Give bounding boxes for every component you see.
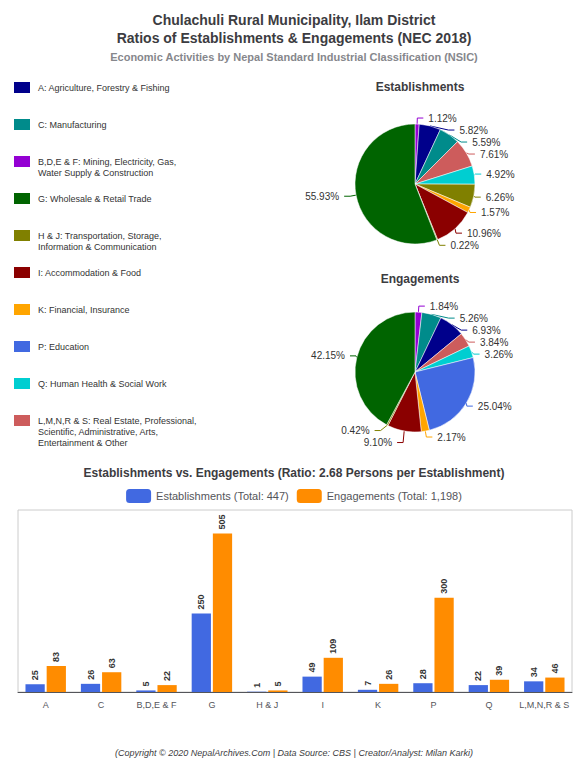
svg-text:28: 28 <box>418 669 428 679</box>
svg-text:10.96%: 10.96% <box>467 228 501 239</box>
svg-text:22: 22 <box>473 671 483 681</box>
svg-text:0.22%: 0.22% <box>450 240 478 251</box>
svg-text:Engagements (Total: 1,198): Engagements (Total: 1,198) <box>327 490 462 502</box>
svg-text:H & J: Transportation, Storage: H & J: Transportation, Storage, <box>38 231 162 241</box>
svg-text:K: K <box>375 700 381 710</box>
svg-text:42.15%: 42.15% <box>311 350 345 361</box>
svg-text:Engagements: Engagements <box>381 272 460 286</box>
svg-text:C: Manufacturing: C: Manufacturing <box>38 120 107 130</box>
svg-text:Water Supply & Construction: Water Supply & Construction <box>38 168 153 178</box>
svg-text:1.57%: 1.57% <box>481 207 509 218</box>
svg-text:26: 26 <box>384 670 394 680</box>
svg-text:5: 5 <box>141 681 151 686</box>
svg-text:55.93%: 55.93% <box>305 191 339 202</box>
svg-text:26: 26 <box>86 670 96 680</box>
svg-text:Entertainment & Other: Entertainment & Other <box>38 438 128 448</box>
svg-text:6.26%: 6.26% <box>486 192 514 203</box>
svg-text:300: 300 <box>439 579 449 594</box>
svg-text:9.10%: 9.10% <box>364 437 392 448</box>
svg-text:P: Education: P: Education <box>38 342 89 352</box>
svg-text:5.26%: 5.26% <box>460 313 488 324</box>
svg-text:6.93%: 6.93% <box>472 325 500 336</box>
svg-text:0.42%: 0.42% <box>341 425 369 436</box>
svg-text:Chulachuli Rural Municipality,: Chulachuli Rural Municipality, Ilam Dist… <box>153 12 436 28</box>
svg-text:5.59%: 5.59% <box>472 137 500 148</box>
svg-text:1.12%: 1.12% <box>428 113 456 124</box>
svg-text:(Copyright © 2020 NepalArchive: (Copyright © 2020 NepalArchives.Com | Da… <box>115 748 473 758</box>
svg-text:83: 83 <box>51 652 61 662</box>
svg-text:5.82%: 5.82% <box>459 125 487 136</box>
svg-text:Q: Human Health & Social Work: Q: Human Health & Social Work <box>38 379 167 389</box>
svg-text:G: Wholesale & Retail Trade: G: Wholesale & Retail Trade <box>38 194 152 204</box>
svg-text:A: Agriculture, Forestry & Fis: A: Agriculture, Forestry & Fishing <box>38 83 170 93</box>
svg-text:B,D,E & F: B,D,E & F <box>136 700 177 710</box>
svg-text:Ratios of Establishments & Eng: Ratios of Establishments & Engagements (… <box>117 30 472 46</box>
svg-text:39: 39 <box>494 666 504 676</box>
svg-text:2.17%: 2.17% <box>437 432 465 443</box>
svg-text:5: 5 <box>273 681 283 686</box>
svg-text:46: 46 <box>550 664 560 674</box>
svg-text:K: Financial, Insurance: K: Financial, Insurance <box>38 305 130 315</box>
svg-text:63: 63 <box>107 658 117 668</box>
svg-text:H & J: H & J <box>256 700 278 710</box>
svg-text:7: 7 <box>363 681 373 686</box>
svg-text:Establishments (Total: 447): Establishments (Total: 447) <box>156 490 289 502</box>
svg-text:A: A <box>43 700 49 710</box>
svg-text:3.84%: 3.84% <box>480 337 508 348</box>
svg-text:22: 22 <box>162 671 172 681</box>
svg-text:250: 250 <box>196 595 206 610</box>
svg-text:34: 34 <box>529 667 539 677</box>
svg-text:I: Accommodation & Food: I: Accommodation & Food <box>38 268 141 278</box>
svg-text:25.04%: 25.04% <box>478 401 512 412</box>
svg-text:49: 49 <box>307 663 317 673</box>
svg-text:25: 25 <box>30 670 40 680</box>
svg-text:Q: Q <box>485 700 492 710</box>
svg-text:1.84%: 1.84% <box>430 301 458 312</box>
svg-text:505: 505 <box>217 515 227 530</box>
svg-text:G: G <box>208 700 215 710</box>
svg-text:Establishments vs. Engagements: Establishments vs. Engagements (Ratio: 2… <box>84 466 505 480</box>
svg-text:I: I <box>321 700 324 710</box>
svg-text:L,M,N,R & S: L,M,N,R & S <box>519 700 569 710</box>
svg-text:B,D,E & F: Mining, Electricity: B,D,E & F: Mining, Electricity, Gas, <box>38 157 176 167</box>
svg-text:L,M,N,R & S: Real Estate, Prof: L,M,N,R & S: Real Estate, Professional, <box>38 416 197 426</box>
svg-text:3.26%: 3.26% <box>485 349 513 360</box>
svg-text:C: C <box>98 700 105 710</box>
svg-text:Scientific, Administrative, Ar: Scientific, Administrative, Arts, <box>38 427 158 437</box>
svg-text:1: 1 <box>252 683 262 688</box>
svg-text:4.92%: 4.92% <box>486 169 514 180</box>
svg-text:Establishments: Establishments <box>376 80 465 94</box>
svg-text:Information & Communication: Information & Communication <box>38 242 157 252</box>
svg-text:7.61%: 7.61% <box>480 149 508 160</box>
svg-text:Economic Activities by Nepal S: Economic Activities by Nepal Standard In… <box>110 51 478 63</box>
svg-text:P: P <box>430 700 436 710</box>
svg-text:109: 109 <box>328 639 338 654</box>
